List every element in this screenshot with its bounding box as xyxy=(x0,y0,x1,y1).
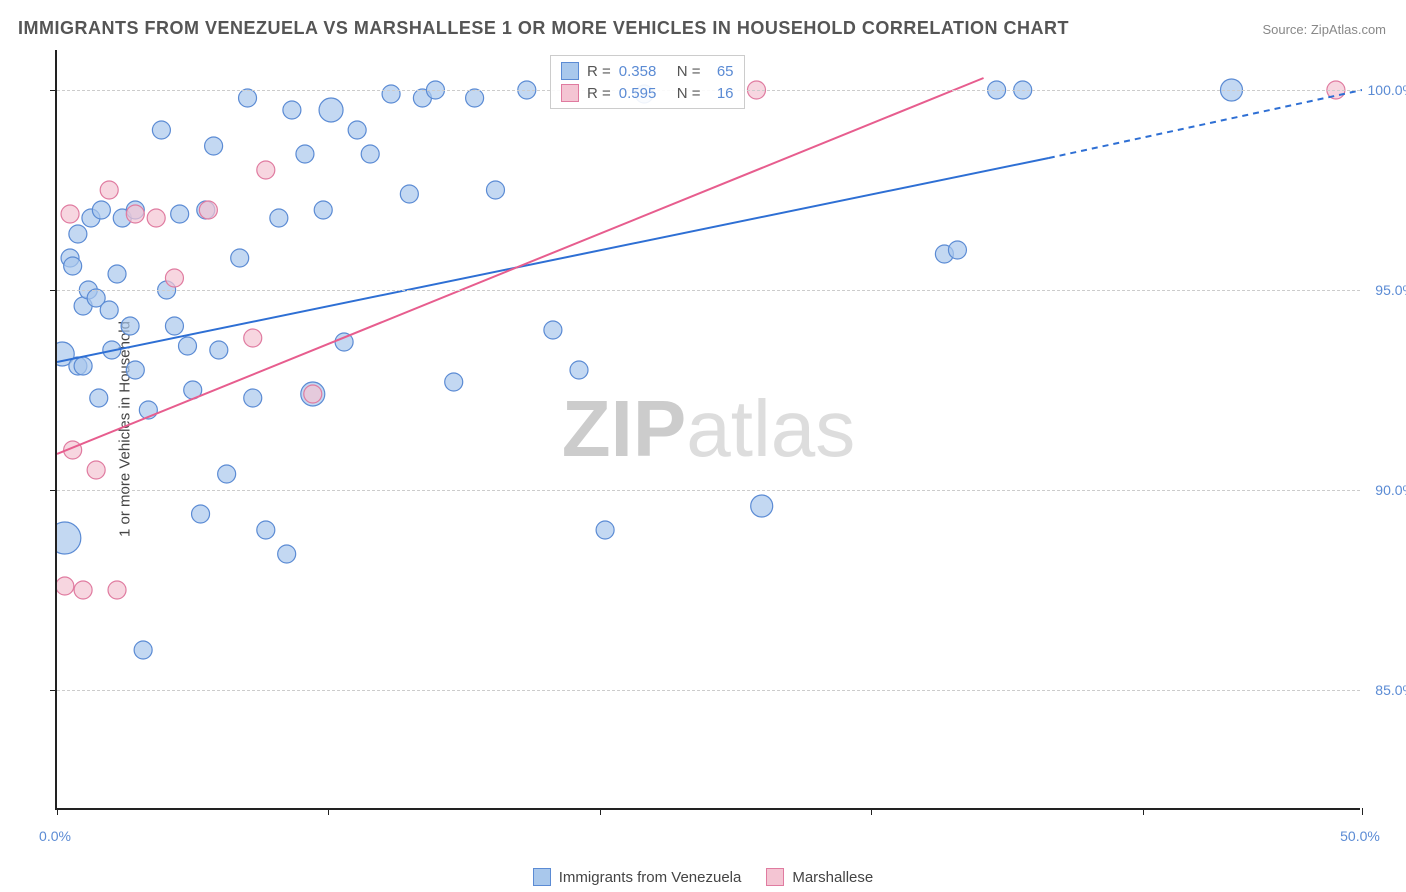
legend-n-prefix: N = xyxy=(677,63,701,80)
scatter-point xyxy=(948,241,966,259)
scatter-point xyxy=(382,85,400,103)
scatter-point xyxy=(283,101,301,119)
legend-r-prefix: R = xyxy=(587,85,611,102)
legend-row: R = 0.358 N = 65 xyxy=(561,60,734,82)
scatter-point xyxy=(244,329,262,347)
scatter-point xyxy=(278,545,296,563)
trend-line xyxy=(57,78,984,454)
scatter-svg xyxy=(57,50,1362,810)
legend-n-prefix: N = xyxy=(677,85,701,102)
legend-r-value: 0.595 xyxy=(619,85,669,102)
trend-line-dashed xyxy=(1049,90,1362,158)
y-tick-label: 90.0% xyxy=(1375,482,1406,498)
legend-swatch xyxy=(533,868,551,886)
scatter-point xyxy=(239,89,257,107)
y-tick-label: 100.0% xyxy=(1368,82,1406,98)
legend-label: Immigrants from Venezuela xyxy=(559,869,742,886)
scatter-point xyxy=(57,522,81,554)
scatter-point xyxy=(570,361,588,379)
scatter-point xyxy=(296,145,314,163)
scatter-point xyxy=(74,357,92,375)
scatter-point xyxy=(74,581,92,599)
scatter-point xyxy=(244,389,262,407)
scatter-point xyxy=(108,581,126,599)
legend-swatch xyxy=(561,62,579,80)
scatter-point xyxy=(304,385,322,403)
legend-swatch xyxy=(561,84,579,102)
scatter-point xyxy=(165,269,183,287)
scatter-point xyxy=(199,201,217,219)
scatter-point xyxy=(270,209,288,227)
scatter-point xyxy=(152,121,170,139)
scatter-point xyxy=(126,205,144,223)
scatter-point xyxy=(314,201,332,219)
scatter-point xyxy=(205,137,223,155)
scatter-point xyxy=(751,495,773,517)
legend-row: R = 0.595 N = 16 xyxy=(561,82,734,104)
scatter-point xyxy=(90,389,108,407)
scatter-point xyxy=(218,465,236,483)
legend-r-prefix: R = xyxy=(587,63,611,80)
scatter-point xyxy=(596,521,614,539)
scatter-point xyxy=(210,341,228,359)
scatter-point xyxy=(231,249,249,267)
y-tick-label: 95.0% xyxy=(1375,282,1406,298)
legend-n-value: 16 xyxy=(709,85,734,102)
legend-label: Marshallese xyxy=(792,869,873,886)
series-legend: Immigrants from Venezuela Marshallese xyxy=(0,868,1406,886)
scatter-point xyxy=(108,265,126,283)
legend-r-value: 0.358 xyxy=(619,63,669,80)
scatter-point xyxy=(100,301,118,319)
scatter-point xyxy=(121,317,139,335)
scatter-point xyxy=(466,89,484,107)
scatter-point xyxy=(348,121,366,139)
legend-swatch xyxy=(766,868,784,886)
scatter-point xyxy=(126,361,144,379)
scatter-point xyxy=(147,209,165,227)
scatter-point xyxy=(134,641,152,659)
scatter-point xyxy=(486,181,504,199)
scatter-point xyxy=(69,225,87,243)
legend-bottom-item: Marshallese xyxy=(766,868,873,886)
x-tick-label: 50.0% xyxy=(1340,828,1380,844)
scatter-point xyxy=(165,317,183,335)
chart-container: IMMIGRANTS FROM VENEZUELA VS MARSHALLESE… xyxy=(0,0,1406,892)
scatter-point xyxy=(544,321,562,339)
scatter-point xyxy=(257,521,275,539)
legend-bottom-item: Immigrants from Venezuela xyxy=(533,868,742,886)
scatter-point xyxy=(192,505,210,523)
correlation-legend: R = 0.358 N = 65 R = 0.595 N = 16 xyxy=(550,55,745,109)
scatter-point xyxy=(61,205,79,223)
scatter-point xyxy=(257,161,275,179)
scatter-point xyxy=(64,257,82,275)
scatter-point xyxy=(100,181,118,199)
scatter-point xyxy=(400,185,418,203)
scatter-point xyxy=(179,337,197,355)
chart-title: IMMIGRANTS FROM VENEZUELA VS MARSHALLESE… xyxy=(18,18,1069,39)
source-label: Source: ZipAtlas.com xyxy=(1262,22,1386,37)
y-tick-label: 85.0% xyxy=(1375,682,1406,698)
scatter-point xyxy=(171,205,189,223)
x-tick-label: 0.0% xyxy=(39,828,71,844)
scatter-point xyxy=(445,373,463,391)
scatter-point xyxy=(319,98,343,122)
legend-n-value: 65 xyxy=(709,63,734,80)
scatter-point xyxy=(87,461,105,479)
scatter-point xyxy=(361,145,379,163)
plot-area: ZIPatlas 1 or more Vehicles in Household… xyxy=(55,50,1360,810)
scatter-point xyxy=(57,577,74,595)
scatter-point xyxy=(92,201,110,219)
